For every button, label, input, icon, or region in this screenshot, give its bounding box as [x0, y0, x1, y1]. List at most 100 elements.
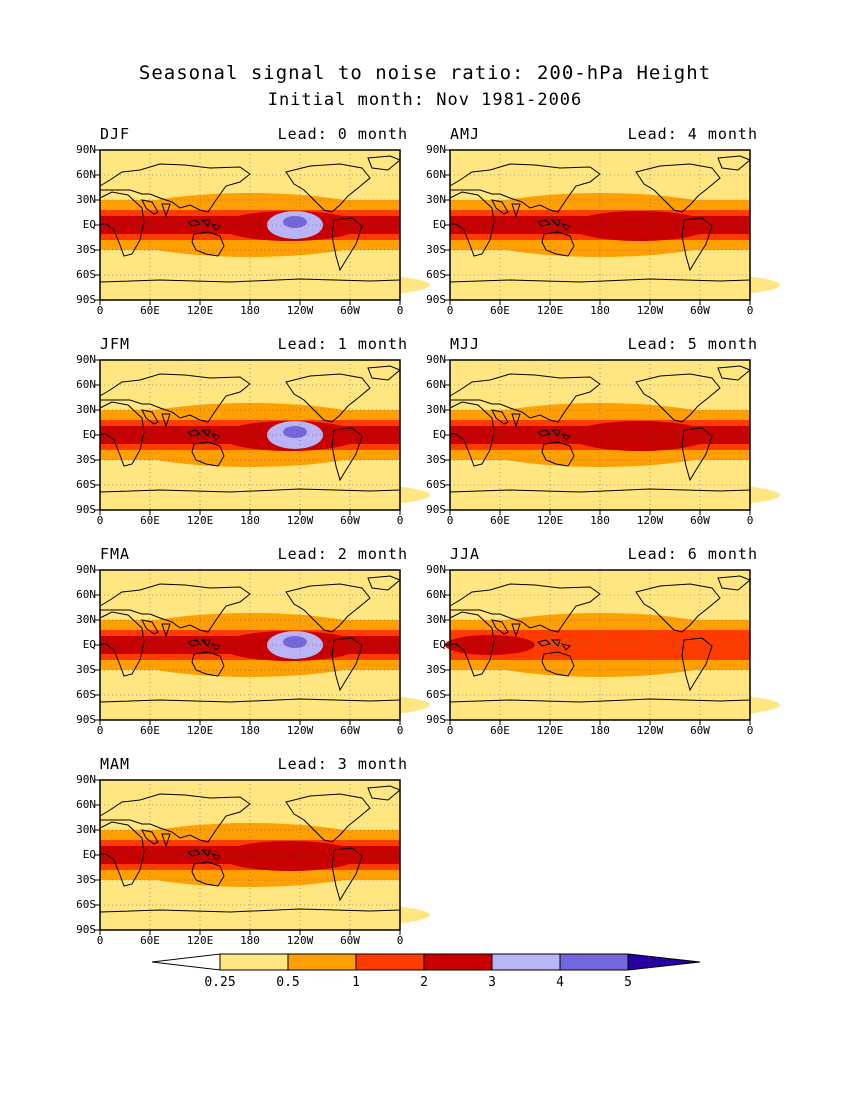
- lat-tick-label: 60S: [76, 688, 96, 701]
- lat-tick-label: EQ: [82, 428, 96, 441]
- lon-tick-label: 0: [446, 514, 454, 527]
- lat-tick-label: 30N: [76, 193, 96, 206]
- lon-tick-label: 120E: [186, 934, 214, 947]
- map-panel-fma: FMA Lead: 2 month 90N 60N 30N EQ 30S 60S 90S 0 6…: [76, 545, 430, 736]
- lon-tick-label: 120W: [636, 514, 664, 527]
- lon-tick-label: 0: [746, 304, 754, 317]
- lon-tick-label: 60W: [340, 304, 360, 317]
- map-mjj: [445, 359, 780, 515]
- figure-title: Seasonal signal to noise ratio: 200-hPa …: [138, 62, 712, 84]
- lon-tick-label: 60E: [140, 304, 160, 317]
- lat-tick-label: 60S: [426, 268, 446, 281]
- panel-season-label: MAM: [100, 755, 131, 773]
- lon-tick-label: 60W: [340, 724, 360, 737]
- lat-tick-label: 90S: [426, 503, 446, 516]
- colorbar-segment: [491, 953, 561, 971]
- lon-tick-label: 60W: [340, 514, 360, 527]
- lon-tick-label: 60E: [490, 724, 510, 737]
- lon-tick-label: 0: [396, 304, 404, 317]
- colorbar-tick-label: 2: [420, 975, 428, 990]
- colorbar-tick-label: 4: [556, 975, 564, 990]
- lon-tick-label: 180: [590, 514, 610, 527]
- panel-season-label: JFM: [100, 335, 131, 353]
- lat-tick-label: 90N: [426, 143, 446, 156]
- lat-tick-label: 60N: [76, 798, 96, 811]
- lat-tick-label: EQ: [82, 638, 96, 651]
- lon-tick-label: 120E: [186, 304, 214, 317]
- map-fma: [95, 569, 430, 725]
- lon-tick-label: 180: [590, 724, 610, 737]
- lat-tick-label: 60S: [76, 898, 96, 911]
- panel-season-label: AMJ: [450, 125, 481, 143]
- lon-tick-label: 60E: [140, 724, 160, 737]
- colorbar-segment: [355, 953, 425, 971]
- panel-lead-label: Lead: 4 month: [627, 125, 758, 143]
- lat-tick-label: 60S: [76, 268, 96, 281]
- lon-tick-label: 0: [96, 514, 104, 527]
- lat-tick-label: EQ: [432, 218, 446, 231]
- lon-tick-label: 0: [396, 934, 404, 947]
- lon-tick-label: 60W: [690, 514, 710, 527]
- lat-tick-label: 90N: [76, 143, 96, 156]
- lat-tick-label: 60N: [76, 588, 96, 601]
- lat-tick-label: 30S: [76, 243, 96, 256]
- lat-tick-label: 90N: [76, 353, 96, 366]
- lat-tick-label: 90S: [426, 293, 446, 306]
- lat-tick-label: 60N: [76, 168, 96, 181]
- lon-tick-label: 180: [240, 514, 260, 527]
- lon-tick-label: 0: [396, 514, 404, 527]
- colorbar-tick-label: 0.25: [204, 975, 236, 990]
- lon-tick-label: 0: [96, 934, 104, 947]
- lon-tick-label: 60W: [690, 724, 710, 737]
- map-panel-jfm: JFM Lead: 1 month 90N 60N 30N EQ 30S 60S 90S 0 6…: [76, 335, 430, 526]
- lon-tick-label: 120E: [186, 514, 214, 527]
- panel-season-label: DJF: [100, 125, 131, 143]
- lat-tick-label: 60S: [426, 688, 446, 701]
- map-jfm: [95, 359, 430, 515]
- map-djf: [95, 149, 430, 305]
- lat-tick-label: 90S: [76, 923, 96, 936]
- colorbar: [152, 953, 700, 971]
- lon-tick-label: 0: [96, 304, 104, 317]
- lat-tick-label: 30N: [426, 403, 446, 416]
- colorbar-segment: [559, 953, 629, 971]
- lon-tick-label: 120W: [636, 724, 664, 737]
- lon-tick-label: 60W: [690, 304, 710, 317]
- lon-tick-label: 180: [590, 304, 610, 317]
- lon-tick-label: 60W: [340, 934, 360, 947]
- panel-lead-label: Lead: 6 month: [627, 545, 758, 563]
- lon-tick-label: 0: [96, 724, 104, 737]
- lat-tick-label: 90S: [76, 713, 96, 726]
- lon-tick-label: 180: [240, 304, 260, 317]
- lon-tick-label: 120E: [186, 724, 214, 737]
- map-panel-jja: JJA Lead: 6 month 90N 60N 30N EQ 30S 60S 90S 0 6…: [426, 545, 780, 736]
- panel-season-label: JJA: [450, 545, 481, 563]
- lat-tick-label: 90S: [76, 503, 96, 516]
- lat-tick-label: 30N: [76, 403, 96, 416]
- panel-lead-label: Lead: 2 month: [277, 545, 408, 563]
- colorbar-tick-label: 0.5: [276, 975, 300, 990]
- lat-tick-label: EQ: [82, 218, 96, 231]
- lat-tick-label: 30S: [426, 243, 446, 256]
- colorbar-segment-low: [152, 953, 221, 971]
- lat-tick-label: 30N: [426, 613, 446, 626]
- lat-tick-label: 30N: [76, 613, 96, 626]
- panel-season-label: MJJ: [450, 335, 481, 353]
- lon-tick-label: 120E: [536, 514, 564, 527]
- lon-tick-label: 60E: [490, 304, 510, 317]
- lat-tick-label: 90N: [76, 773, 96, 786]
- lon-tick-label: 120W: [286, 514, 314, 527]
- lat-tick-label: EQ: [432, 638, 446, 651]
- lon-tick-label: 60E: [490, 514, 510, 527]
- lat-tick-label: 30S: [426, 453, 446, 466]
- lat-tick-label: EQ: [82, 848, 96, 861]
- panel-lead-label: Lead: 5 month: [627, 335, 758, 353]
- lon-tick-label: 0: [746, 514, 754, 527]
- lon-tick-label: 120W: [286, 724, 314, 737]
- lat-tick-label: 30S: [76, 663, 96, 676]
- lon-tick-label: 120W: [636, 304, 664, 317]
- lon-tick-label: 120W: [286, 934, 314, 947]
- lat-tick-label: 30S: [76, 453, 96, 466]
- map-jja: [445, 569, 780, 725]
- lat-tick-label: 60S: [76, 478, 96, 491]
